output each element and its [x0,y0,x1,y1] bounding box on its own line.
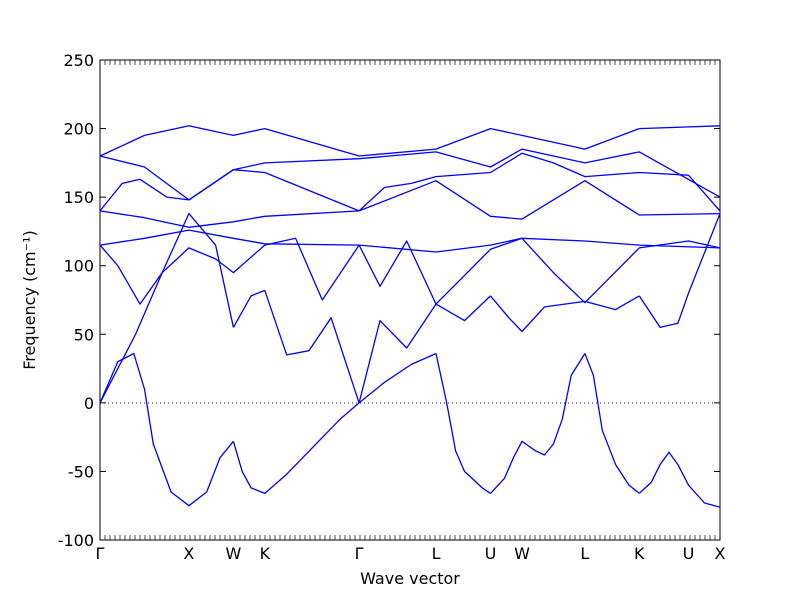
band-line-20 [99,125,721,157]
y-tick-label-6: 200 [63,120,94,139]
x-tick-label-1: X [183,544,194,563]
x-tick-label-0: Γ [96,544,105,563]
band-line-19 [358,152,721,212]
band-line-21 [99,148,721,201]
band-line-12 [490,295,585,333]
y-tick-label-7: 250 [63,51,94,70]
x-tick-label-7: W [514,544,530,563]
band-line-5 [584,353,640,494]
x-tick-label-5: L [432,544,441,563]
x-tick-label-11: X [715,544,726,563]
band-line-9 [264,290,360,404]
band-line-15 [99,244,266,305]
band-line-18 [99,169,360,212]
band-line-0 [99,352,234,507]
band-line-16 [264,237,360,301]
band-line-14 [638,213,721,329]
band-line-22 [99,180,721,228]
y-axis-title: Frequency (cm⁻¹) [20,230,39,369]
x-tick-label-2: W [225,544,241,563]
band-line-2 [358,352,437,404]
band-line-23 [99,229,721,253]
band-line-3 [435,353,491,494]
band-line-1 [232,402,360,495]
band-line-13 [584,295,640,311]
y-tick-label-1: -50 [68,462,94,481]
x-tick-label-3: K [260,544,271,563]
x-tick-label-4: Γ [355,544,364,563]
plot-frame [99,59,721,541]
band-line-4 [490,353,586,494]
y-tick-label-5: 150 [63,188,94,207]
x-tick-label-10: U [683,544,695,563]
band-line-10 [358,303,437,404]
y-axis-ticks: -100 -50 0 50 100 150 200 250 [58,51,720,550]
band-series-group [99,125,721,508]
band-line-6 [638,451,721,508]
band-line-8 [232,289,266,328]
y-tick-label-0: -100 [58,531,94,550]
x-axis-title: Wave vector [360,569,460,588]
x-tick-label-6: U [485,544,497,563]
band-line-7 [99,212,235,404]
x-tick-label-9: K [634,544,645,563]
x-tick-label-8: L [580,544,589,563]
band-line-11 [435,295,491,322]
y-tick-label-3: 50 [74,325,94,344]
y-tick-label-4: 100 [63,257,94,276]
y-tick-label-2: 0 [84,394,94,413]
